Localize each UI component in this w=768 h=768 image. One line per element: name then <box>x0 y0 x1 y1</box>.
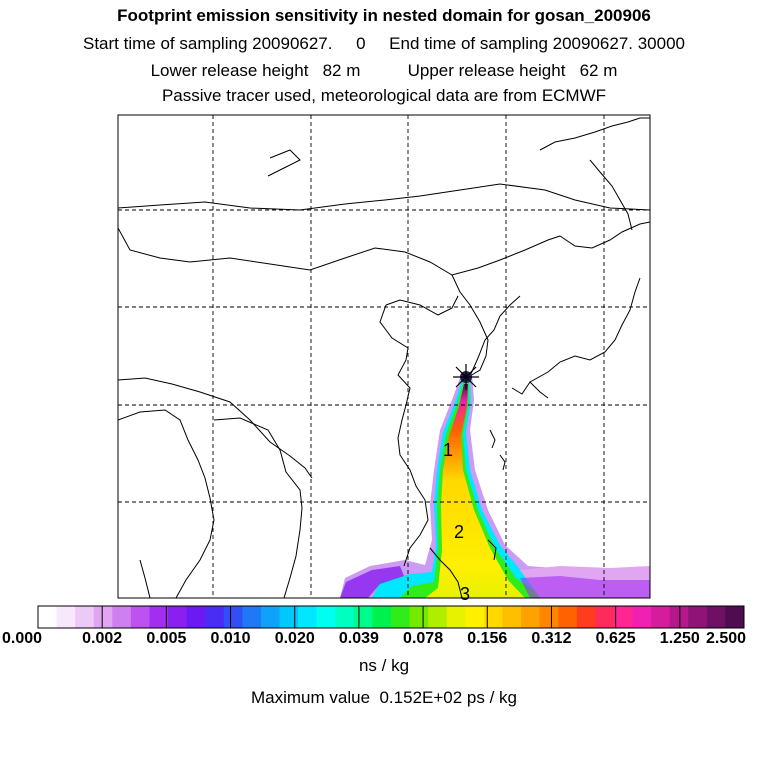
colorbar-level-label: 0.156 <box>467 630 508 647</box>
colorbar-level-label: 1.250 <box>659 630 700 647</box>
map-area <box>118 115 650 598</box>
colorbar-swatch <box>688 606 708 628</box>
colorbar-swatch <box>279 606 299 628</box>
colorbar-level-label: 0.312 <box>531 630 572 647</box>
sampling-time-line: Start time of sampling 20090627. 0 End t… <box>83 34 685 53</box>
colorbar-swatch <box>651 606 671 628</box>
colorbar <box>37 605 745 629</box>
colorbar-swatch <box>558 606 578 628</box>
plot-title: Footprint emission sensitivity in nested… <box>117 6 651 25</box>
colorbar-swatch <box>38 606 58 628</box>
map-frame <box>117 114 651 599</box>
plume-southwest-patch <box>340 566 404 598</box>
colorbar-level-label: 0.039 <box>338 630 379 647</box>
plume-east-patch-inner <box>520 576 650 598</box>
colorbar-swatch <box>725 606 745 628</box>
colorbar-swatch <box>576 606 596 628</box>
plume-core <box>425 384 525 598</box>
colorbar-swatch <box>75 606 95 628</box>
colorbar-swatch <box>93 606 113 628</box>
colorbar-level-label: 0.005 <box>146 630 187 647</box>
colorbar-swatch <box>112 606 132 628</box>
colorbar-swatch <box>391 606 411 628</box>
colorbar-swatch <box>613 606 634 628</box>
colorbar-level-label: 0.078 <box>403 630 444 647</box>
colorbar-frame <box>37 605 745 629</box>
colorbar-swatch <box>539 606 559 628</box>
colorbar-swatch <box>242 606 262 628</box>
colorbar-swatch <box>149 606 169 628</box>
maximum-value: Maximum value 0.152E+02 ps / kg <box>251 688 517 707</box>
colorbar-swatch <box>632 606 652 628</box>
colorbar-swatch <box>353 606 373 628</box>
colorbar-level-label: 2.500 <box>705 630 747 647</box>
tracer-info-line: Passive tracer used, meteorological data… <box>161 86 607 105</box>
colorbar-swatch <box>223 606 243 628</box>
colorbar-level-label: 0.010 <box>210 630 251 647</box>
release-site-marker <box>453 364 479 390</box>
plume-label-3: 3 <box>460 584 470 604</box>
colorbar-swatch <box>409 606 429 628</box>
colorbar-swatch <box>130 606 150 628</box>
colorbar-swatch <box>298 606 318 628</box>
colorbar-swatch <box>316 606 336 628</box>
colorbar-swatch <box>335 606 355 628</box>
colorbar-swatch <box>521 606 541 628</box>
release-height-line: Lower release height 82 m Upper release … <box>150 61 618 80</box>
colorbar-swatch <box>260 606 281 628</box>
lat-lon-grid <box>118 115 650 598</box>
colorbar-units: ns / kg <box>358 656 410 675</box>
colorbar-swatch <box>465 606 485 628</box>
colorbar-swatch <box>205 606 225 628</box>
colorbar-swatch <box>372 606 392 628</box>
colorbar-level-label: 0.002 <box>82 630 123 647</box>
colorbar-level-label: 0.020 <box>274 630 315 647</box>
colorbar-swatch <box>428 606 448 628</box>
colorbar-swatch <box>186 606 206 628</box>
colorbar-swatch <box>483 606 503 628</box>
colorbar-swatch <box>595 606 615 628</box>
colorbar-level-label: 0.000 <box>1 630 43 647</box>
colorbar-level-label: 0.625 <box>595 630 636 647</box>
coastlines <box>118 117 650 598</box>
colorbar-swatch <box>669 606 689 628</box>
colorbar-swatch <box>706 606 726 628</box>
colorbar-swatch <box>168 606 188 628</box>
plume-label-1: 1 <box>443 440 453 460</box>
colorbar-swatch <box>56 606 76 628</box>
colorbar-swatch <box>502 606 522 628</box>
plume-label-2: 2 <box>454 522 464 542</box>
colorbar-swatch <box>446 606 466 628</box>
